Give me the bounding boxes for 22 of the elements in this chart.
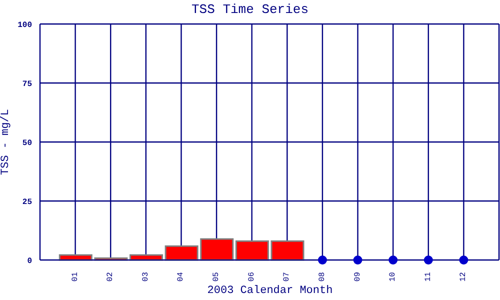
chart-title: TSS Time Series [190, 2, 310, 17]
x-axis-title: 2003 Calendar Month [206, 285, 334, 297]
y-tick-label: 100 [18, 20, 32, 30]
x-tick-label: 11 [424, 272, 433, 282]
x-tick-label: 08 [318, 272, 327, 282]
x-tick-label: 02 [106, 272, 116, 282]
y-axis-title: TSS - mg/L [0, 108, 12, 176]
x-tick-label: 09 [353, 272, 362, 282]
x-tick-label: 01 [70, 272, 80, 282]
y-tick-label: 25 [22, 198, 32, 207]
bar [235, 240, 269, 261]
bar [270, 240, 304, 261]
x-tick-label: 07 [282, 272, 292, 282]
y-tick-label: 50 [22, 138, 32, 148]
x-tick-label: 06 [247, 272, 256, 282]
x-tick-label: 10 [388, 272, 398, 282]
x-tick-label: 04 [176, 272, 186, 282]
x-tick-label: 03 [141, 272, 150, 282]
x-tick-label: 12 [459, 272, 468, 282]
y-tick-label: 75 [22, 80, 32, 89]
y-tick-label: 0 [27, 256, 32, 266]
x-tick-label: 05 [212, 272, 222, 282]
